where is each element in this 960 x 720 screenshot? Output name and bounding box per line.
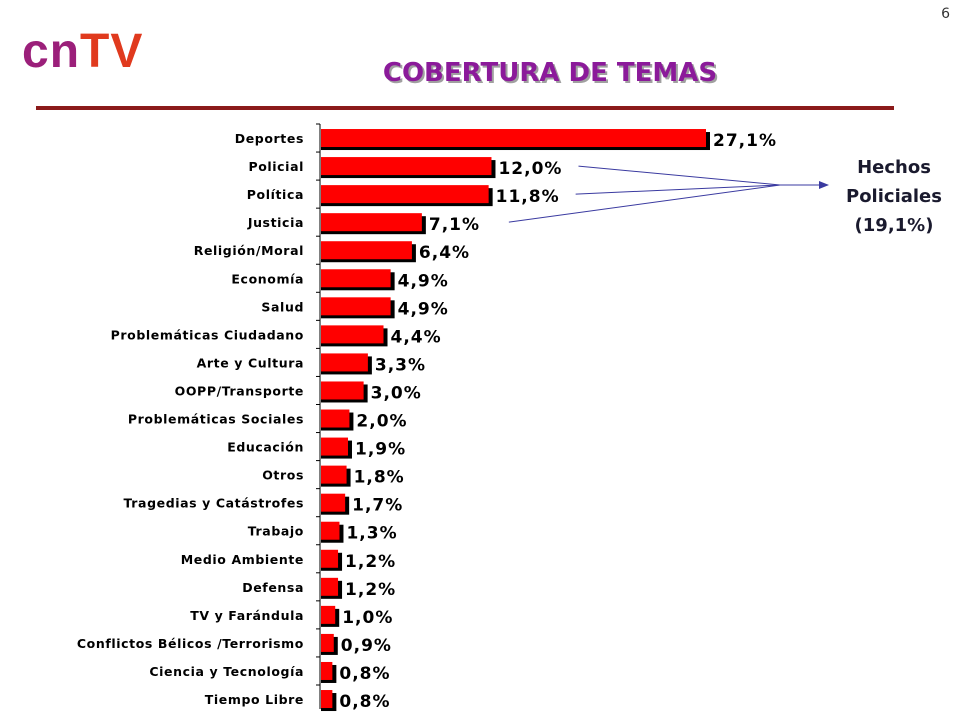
- data-label: 3,0%: [371, 383, 422, 403]
- bar: [321, 381, 364, 400]
- data-label: 0,9%: [341, 636, 392, 656]
- category-label: Problemáticas Sociales: [128, 412, 304, 427]
- data-label: 2,0%: [356, 412, 407, 432]
- bar: [321, 661, 333, 680]
- annotation-line-3: (19,1%): [854, 215, 934, 236]
- data-label: 12,0%: [498, 159, 562, 179]
- category-label: Otros: [262, 468, 304, 483]
- category-label: TV y Farándula: [190, 608, 304, 623]
- bar: [321, 297, 391, 316]
- logo-tv: TV: [80, 25, 144, 78]
- data-label: 1,7%: [352, 496, 403, 516]
- title-divider: [36, 106, 894, 110]
- data-label: 3,3%: [375, 355, 426, 375]
- bar: [321, 241, 412, 260]
- category-label: Policial: [248, 159, 304, 174]
- bar: [321, 129, 706, 148]
- bar: [321, 269, 391, 288]
- data-label: 4,4%: [391, 327, 442, 347]
- bar: [321, 633, 334, 652]
- data-label: 0,8%: [339, 692, 390, 712]
- logo-cn: cn: [22, 25, 81, 78]
- category-label: Defensa: [242, 580, 304, 595]
- data-label: 1,2%: [345, 552, 396, 572]
- data-label: 4,9%: [398, 299, 449, 319]
- data-label: 27,1%: [713, 131, 777, 151]
- category-label: OOPP/Transporte: [175, 383, 304, 398]
- category-label: Tragedias y Catástrofes: [124, 496, 304, 511]
- data-label: 1,2%: [345, 580, 396, 600]
- category-label: Medio Ambiente: [181, 552, 304, 567]
- category-label: Religión/Moral: [194, 243, 304, 258]
- bar: [321, 157, 492, 176]
- bar: [321, 493, 346, 512]
- police-annotation: Hechos Policiales (19,1%): [842, 153, 946, 240]
- page-number: 6: [941, 6, 950, 22]
- category-label: Deportes: [235, 131, 304, 146]
- data-label: 4,9%: [398, 271, 449, 291]
- category-label: Política: [247, 187, 304, 202]
- category-label: Problemáticas Ciudadano: [111, 327, 304, 342]
- bar: [321, 549, 339, 568]
- bar: [321, 437, 348, 456]
- bar: [321, 213, 422, 232]
- bar: [321, 409, 350, 428]
- category-label: Tiempo Libre: [205, 692, 304, 707]
- category-label: Ciencia y Tecnología: [149, 664, 304, 679]
- cntv-logo: cnTV: [22, 28, 143, 76]
- data-label: 1,3%: [346, 524, 397, 544]
- category-label: Salud: [261, 299, 304, 314]
- bar: [321, 605, 336, 624]
- category-label: Arte y Cultura: [197, 355, 304, 370]
- annotation-line-1: Hechos: [857, 157, 931, 178]
- bar: [321, 465, 347, 484]
- category-label: Justicia: [247, 215, 304, 230]
- data-label: 7,1%: [429, 215, 480, 235]
- bar: [321, 690, 333, 709]
- annotation-line-2: Policiales: [846, 186, 942, 207]
- bar: [321, 521, 340, 540]
- data-label: 11,8%: [496, 187, 560, 207]
- category-label: Educación: [227, 440, 304, 455]
- category-label: Economía: [231, 271, 304, 286]
- chart-title: COBERTURA DE TEMAS: [382, 58, 718, 88]
- connector-line: [578, 165, 781, 186]
- data-label: 1,0%: [342, 608, 393, 628]
- category-label: Conflictos Bélicos /Terrorismo: [77, 636, 304, 651]
- bar: [321, 185, 489, 204]
- bar: [321, 353, 368, 372]
- category-label: Trabajo: [248, 524, 304, 539]
- data-label: 1,9%: [355, 440, 406, 460]
- data-label: 1,8%: [354, 468, 405, 488]
- bar: [321, 325, 384, 344]
- data-label: 0,8%: [339, 664, 390, 684]
- bar: [321, 577, 339, 596]
- data-label: 6,4%: [419, 243, 470, 263]
- connector-line: [575, 184, 781, 195]
- connector-line: [508, 184, 781, 223]
